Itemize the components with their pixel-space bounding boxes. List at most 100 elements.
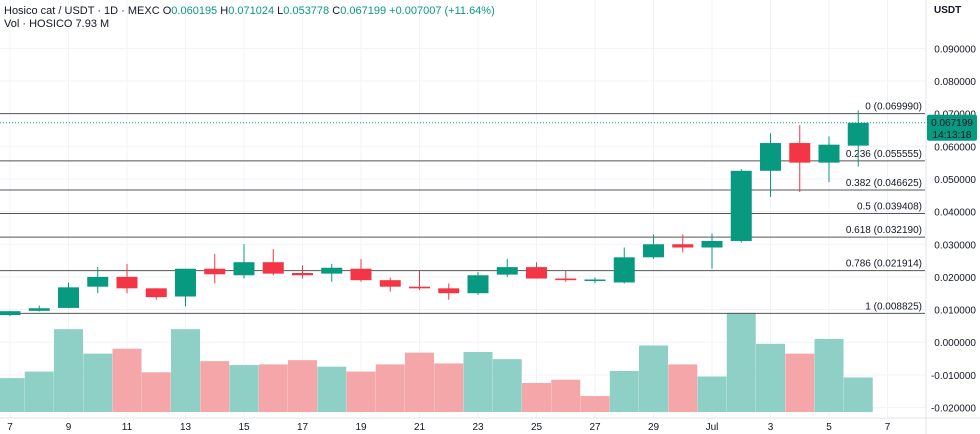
candle-body[interactable] xyxy=(643,244,664,258)
volume-legend: Vol · HOSICO 7.93 M xyxy=(4,17,109,31)
price-tick-label: 0.050000 xyxy=(934,175,976,186)
volume-value: 7.93 M xyxy=(75,18,110,30)
candle-body[interactable] xyxy=(467,275,489,294)
time-tick-label: 11 xyxy=(122,422,133,433)
candle-body[interactable] xyxy=(58,287,79,308)
volume-bar xyxy=(112,348,142,412)
volume-bar xyxy=(463,351,493,412)
candle-body[interactable] xyxy=(438,288,460,294)
candle-body[interactable] xyxy=(116,276,138,289)
candle-body[interactable] xyxy=(730,170,752,241)
candle-body[interactable] xyxy=(175,268,196,297)
volume-bar xyxy=(843,377,873,412)
time-tick-label: 5 xyxy=(826,422,832,433)
fib-level-label: 0.786 (0.021914) xyxy=(846,259,922,270)
candle-body[interactable] xyxy=(584,279,606,282)
candle-body[interactable] xyxy=(0,311,21,316)
candle-body[interactable] xyxy=(526,267,547,279)
time-tick-label: 13 xyxy=(180,422,192,433)
time-tick-label: Jul xyxy=(706,422,719,433)
axis-unit[interactable]: USDT xyxy=(934,5,962,16)
volume-bar xyxy=(580,396,610,412)
candle-body[interactable] xyxy=(233,262,255,276)
candle-body[interactable] xyxy=(262,262,284,274)
time-tick-label: 21 xyxy=(414,422,426,433)
time-tick-label: 19 xyxy=(355,422,367,433)
volume-label[interactable]: Vol · HOSICO xyxy=(4,18,73,30)
time-tick-label: 15 xyxy=(238,422,250,433)
time-tick-label: 29 xyxy=(648,422,660,433)
time-tick-label: 9 xyxy=(66,422,72,433)
volume-bar xyxy=(609,370,639,412)
low-label: L xyxy=(277,5,284,17)
volume-bar xyxy=(726,312,756,412)
last-price-value: 0.067199 xyxy=(931,118,973,129)
volume-bar xyxy=(785,353,815,412)
candle-countdown: 14:13:18 xyxy=(933,130,972,141)
candle-body[interactable] xyxy=(818,144,840,163)
volume-bar xyxy=(346,371,376,412)
close-label: C xyxy=(332,5,341,17)
change-value: +0.007007 (+11.64%) xyxy=(389,5,495,17)
candle-body[interactable] xyxy=(789,143,811,163)
volume-bar xyxy=(405,352,434,412)
candle-body[interactable] xyxy=(87,276,109,287)
time-tick-label: 23 xyxy=(472,422,484,433)
volume-tick-label: -0.020000 xyxy=(931,404,976,415)
volume-bar xyxy=(814,338,844,412)
candle-body[interactable] xyxy=(613,257,635,283)
fib-level-label: 0.382 (0.046625) xyxy=(846,178,922,189)
volume-bar xyxy=(522,383,551,412)
candle-body[interactable] xyxy=(672,244,694,248)
volume-bar xyxy=(639,345,668,412)
price-tick-label: 0.080000 xyxy=(934,77,976,88)
volume-bar xyxy=(171,329,200,412)
candle-body[interactable] xyxy=(555,278,577,281)
time-tick-label: 7 xyxy=(7,422,13,433)
fib-level-label: 0.236 (0.055555) xyxy=(846,149,922,160)
candle-body[interactable] xyxy=(847,122,869,146)
candle-body[interactable] xyxy=(350,268,372,281)
volume-tick-label: -0.010000 xyxy=(931,371,976,382)
last-price-badge xyxy=(927,114,977,141)
volume-bar xyxy=(24,371,54,412)
candle-body[interactable] xyxy=(321,267,343,274)
candle-body[interactable] xyxy=(28,308,50,311)
candle-body[interactable] xyxy=(701,240,723,248)
fib-level-label: 0 (0.069990) xyxy=(865,102,922,113)
price-tick-label: 0.030000 xyxy=(934,240,976,251)
candle-body[interactable] xyxy=(204,268,226,275)
low-value: 0.053778 xyxy=(283,5,330,17)
volume-bar xyxy=(0,378,25,412)
volume-bar xyxy=(697,376,727,412)
volume-bar xyxy=(434,363,464,412)
candle-body[interactable] xyxy=(760,143,781,171)
volume-bar xyxy=(229,365,259,412)
candle-body[interactable] xyxy=(496,267,518,275)
symbol-name[interactable]: Hosico cat / USDT · 1D · MEXC xyxy=(4,5,160,17)
candle-body[interactable] xyxy=(145,288,167,298)
volume-bar xyxy=(258,364,288,412)
candle-body[interactable] xyxy=(409,286,430,289)
symbol-legend: Hosico cat / USDT · 1D · MEXC O0.060195 … xyxy=(4,4,495,18)
volume-bar xyxy=(83,353,113,412)
time-tick-label: 17 xyxy=(297,422,309,433)
high-label: H xyxy=(220,5,229,17)
volume-bar xyxy=(756,343,785,412)
volume-bar xyxy=(288,360,317,412)
price-tick-label: 0.020000 xyxy=(934,273,976,284)
close-value: 0.067199 xyxy=(340,5,387,17)
volume-bar xyxy=(54,329,83,412)
time-tick-label: 7 xyxy=(885,422,891,433)
volume-bar xyxy=(551,379,581,412)
candle-body[interactable] xyxy=(292,272,313,276)
volume-bar xyxy=(492,359,522,412)
fib-level-label: 0.618 (0.032190) xyxy=(846,225,922,236)
open-value: 0.060195 xyxy=(171,5,218,17)
candle-body[interactable] xyxy=(379,280,401,287)
time-tick-label: 27 xyxy=(589,422,601,433)
time-tick-label: 3 xyxy=(768,422,774,433)
volume-bar xyxy=(200,361,230,412)
